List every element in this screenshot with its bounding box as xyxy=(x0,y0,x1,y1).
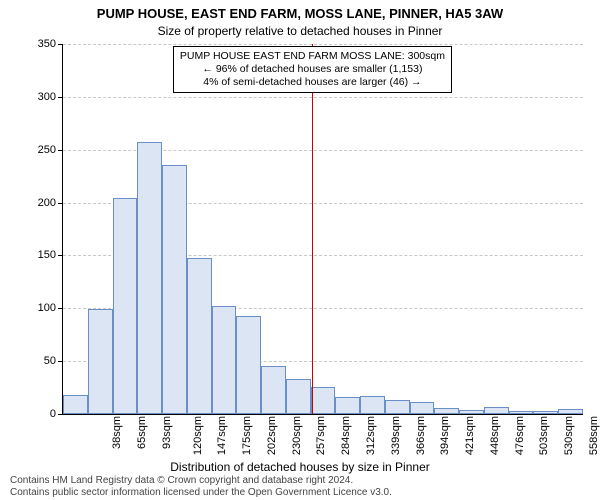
xtick-label: 530sqm xyxy=(563,416,575,455)
histogram-bar xyxy=(187,258,212,414)
marker-line xyxy=(312,44,313,414)
histogram-bar xyxy=(162,165,187,414)
histogram-bar xyxy=(434,408,459,414)
ytick-mark xyxy=(58,97,63,98)
ytick-label: 0 xyxy=(16,408,56,420)
xtick-label: 202sqm xyxy=(266,416,278,455)
histogram-bar xyxy=(63,395,88,414)
ytick-label: 200 xyxy=(16,197,56,209)
ytick-label: 350 xyxy=(16,38,56,50)
footer-line2: Contains public sector information licen… xyxy=(10,487,392,499)
xtick-label: 257sqm xyxy=(316,416,328,455)
footer-attribution: Contains HM Land Registry data © Crown c… xyxy=(10,475,392,498)
gridline xyxy=(63,97,583,98)
ytick-label: 100 xyxy=(16,302,56,314)
annotation-line2: ← 96% of detached houses are smaller (1,… xyxy=(180,63,445,76)
ytick-mark xyxy=(58,203,63,204)
xtick-label: 147sqm xyxy=(217,416,229,455)
histogram-bar xyxy=(484,407,509,414)
histogram-bar xyxy=(137,142,162,414)
ytick-mark xyxy=(58,255,63,256)
annotation-box: PUMP HOUSE EAST END FARM MOSS LANE: 300s… xyxy=(173,46,452,93)
xtick-label: 230sqm xyxy=(291,416,303,455)
xtick-label: 120sqm xyxy=(192,416,204,455)
ytick-label: 150 xyxy=(16,249,56,261)
ytick-mark xyxy=(58,308,63,309)
xtick-label: 65sqm xyxy=(136,416,148,449)
plot-area: PUMP HOUSE EAST END FARM MOSS LANE: 300s… xyxy=(62,44,583,415)
chart-title-sub: Size of property relative to detached ho… xyxy=(0,24,600,38)
histogram-bar xyxy=(88,309,113,414)
histogram-bar xyxy=(558,409,583,414)
xtick-label: 448sqm xyxy=(489,416,501,455)
xtick-label: 394sqm xyxy=(439,416,451,455)
gridline xyxy=(63,44,583,45)
ytick-label: 250 xyxy=(16,144,56,156)
histogram-bar xyxy=(236,316,261,414)
ytick-mark xyxy=(58,44,63,45)
xtick-label: 93sqm xyxy=(161,416,173,449)
xtick-label: 312sqm xyxy=(365,416,377,455)
xtick-label: 38sqm xyxy=(111,416,123,449)
histogram-bar xyxy=(360,396,385,414)
histogram-bar xyxy=(113,198,138,414)
histogram-bar xyxy=(533,411,558,414)
histogram-bar xyxy=(385,400,410,414)
histogram-bar xyxy=(261,366,286,414)
xtick-label: 339sqm xyxy=(390,416,402,455)
xtick-label: 421sqm xyxy=(464,416,476,455)
xtick-label: 175sqm xyxy=(241,416,253,455)
histogram-bar xyxy=(509,411,534,414)
ytick-mark xyxy=(58,414,63,415)
xtick-label: 284sqm xyxy=(340,416,352,455)
xtick-label: 558sqm xyxy=(588,416,600,455)
xtick-label: 366sqm xyxy=(415,416,427,455)
footer-line1: Contains HM Land Registry data © Crown c… xyxy=(10,475,392,487)
histogram-bar xyxy=(410,402,435,414)
histogram-bar xyxy=(286,379,311,414)
x-axis-label: Distribution of detached houses by size … xyxy=(0,460,600,474)
ytick-mark xyxy=(58,361,63,362)
xtick-label: 476sqm xyxy=(514,416,526,455)
histogram-bar xyxy=(311,387,336,414)
histogram-bar xyxy=(212,306,237,414)
xtick-label: 503sqm xyxy=(538,416,550,455)
histogram-bar xyxy=(335,397,360,414)
chart-title-main: PUMP HOUSE, EAST END FARM, MOSS LANE, PI… xyxy=(0,6,600,21)
ytick-label: 300 xyxy=(16,91,56,103)
annotation-line3: 4% of semi-detached houses are larger (4… xyxy=(180,76,445,89)
annotation-line1: PUMP HOUSE EAST END FARM MOSS LANE: 300s… xyxy=(180,50,445,63)
ytick-label: 50 xyxy=(16,355,56,367)
ytick-mark xyxy=(58,150,63,151)
histogram-bar xyxy=(459,410,484,414)
